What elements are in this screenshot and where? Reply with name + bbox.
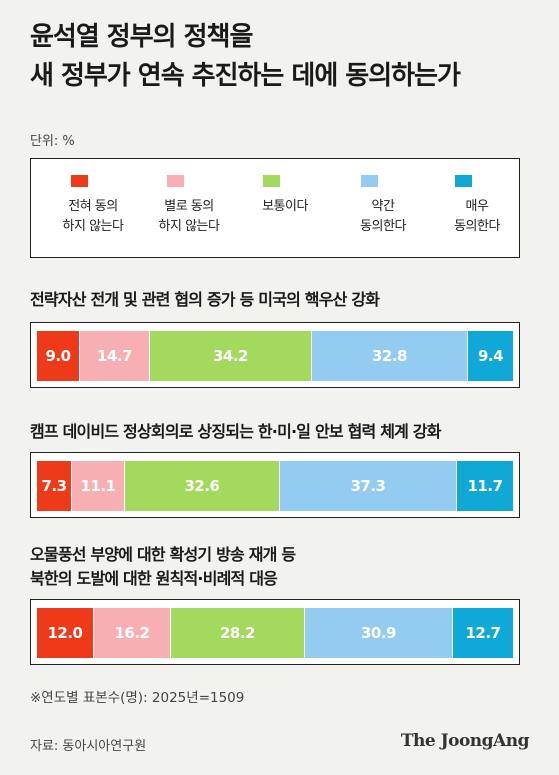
legend-label-line: 매우: [465, 199, 489, 214]
bar-segment: 11.1: [72, 461, 125, 511]
legend-label-line: 동의한다: [454, 219, 500, 234]
data-label: 12.0: [47, 624, 83, 642]
bar-segment: 9.0: [37, 331, 80, 381]
question-title-2: 캠프 데이비드 정상회의로 상징되는 한·미·일 안보 협력 체계 강화: [30, 420, 535, 444]
source-text: 자료: 동아시아연구원: [30, 739, 147, 754]
data-label: 28.2: [219, 624, 256, 642]
bar-segment: 9.4: [468, 331, 513, 381]
question-title-line: 캠프 데이비드 정상회의로 상징되는 한·미·일 안보 협력 체계 강화: [30, 422, 441, 441]
data-label: 9.0: [45, 347, 71, 365]
legend-swatch: [167, 175, 184, 187]
bar-panel-3: 12.0 16.2 28.2 30.9 12.7: [30, 599, 520, 665]
legend: 전혀 동의 하지 않는다 별로 동의 하지 않는다 보통이다 약간 동의한다 매우 동의한다: [30, 158, 520, 258]
legend-label-line: 전혀 동의: [68, 199, 118, 214]
bar-segment: 32.8: [312, 331, 468, 381]
publisher-logo: The JoongAng: [400, 731, 530, 751]
question-title-line: 전략자산 전개 및 관련 협의 증가 등 미국의 핵우산 강화: [30, 290, 380, 309]
data-label: 14.7: [96, 347, 133, 365]
bar-segment: 16.2: [94, 608, 171, 658]
data-label: 37.3: [350, 477, 386, 495]
bar-segment: 34.2: [150, 331, 312, 381]
legend-swatch: [71, 175, 88, 187]
unit-label: 단위: %: [30, 134, 75, 149]
bar-segment: 30.9: [305, 608, 453, 658]
data-label: 11.7: [467, 477, 503, 495]
data-label: 11.1: [80, 477, 116, 495]
data-label: 30.9: [360, 624, 397, 642]
data-label: 12.7: [465, 624, 501, 642]
data-label: 32.6: [184, 477, 220, 495]
legend-swatch: [455, 175, 472, 187]
bar-segment: 14.7: [80, 331, 150, 381]
data-label: 34.2: [212, 347, 249, 365]
legend-label-line: 약간: [371, 199, 395, 214]
data-label: 32.8: [371, 347, 408, 365]
legend-item-3: 보통이다: [239, 175, 331, 217]
bar-segment: 7.3: [37, 461, 72, 511]
legend-label-line: 하지 않는다: [158, 219, 220, 234]
data-label: 7.3: [41, 477, 67, 495]
chart-title-line-1: 윤석열 정부의 정책을: [30, 22, 253, 52]
bar-segment: 12.7: [453, 608, 513, 658]
chart-title: 윤석열 정부의 정책을 새 정부가 연속 추진하는 데에 동의하는가: [30, 18, 540, 96]
bar-segment: 37.3: [280, 461, 457, 511]
question-title-line: 북한의 도발에 대한 원칙적·비례적 대응: [30, 569, 278, 588]
legend-label: 보통이다: [239, 197, 331, 217]
bar-segment: 12.0: [37, 608, 94, 658]
legend-label-line: 보통이다: [262, 199, 308, 214]
legend-swatch: [263, 175, 280, 187]
bar-segment: 32.6: [125, 461, 280, 511]
legend-label-line: 동의한다: [360, 219, 406, 234]
bar-segment: 28.2: [171, 608, 305, 658]
sample-size-note: ※연도별 표본수(명): 2025년=1509: [30, 690, 245, 706]
stacked-bar-3: 12.0 16.2 28.2 30.9 12.7: [37, 608, 513, 658]
legend-label-line: 하지 않는다: [62, 219, 124, 234]
chart-title-line-2: 새 정부가 연속 추진하는 데에 동의하는가: [30, 61, 461, 91]
question-title-line: 오물풍선 부양에 대한 확성기 방송 재개 등: [30, 545, 296, 564]
bar-segment: 11.7: [457, 461, 513, 511]
bar-panel-1: 9.0 14.7 34.2 32.8 9.4: [30, 322, 520, 388]
data-label: 9.4: [477, 347, 504, 365]
data-label: 16.2: [114, 624, 150, 642]
legend-swatch: [361, 175, 378, 187]
bar-panel-2: 7.3 11.1 32.6 37.3 11.7: [30, 452, 520, 518]
stacked-bar-1: 9.0 14.7 34.2 32.8 9.4: [37, 331, 513, 381]
legend-label-line: 별로 동의: [164, 199, 214, 214]
stacked-bar-2: 7.3 11.1 32.6 37.3 11.7: [37, 461, 513, 511]
question-title-1: 전략자산 전개 및 관련 협의 증가 등 미국의 핵우산 강화: [30, 288, 535, 312]
